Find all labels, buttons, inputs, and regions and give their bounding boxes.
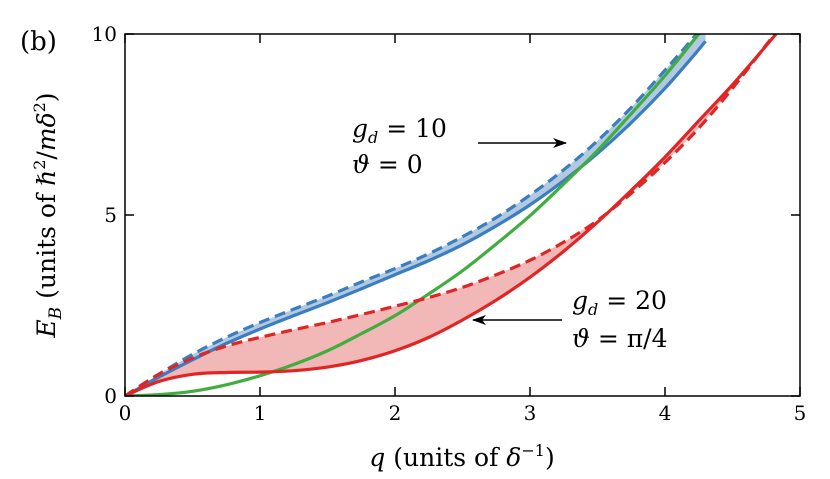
ticks-layer: 0 1 2 3 4 5 0 5 10 bbox=[92, 22, 807, 425]
series-line-0 bbox=[125, 34, 699, 396]
y-axis-title: EB (units of ℏ2/mδ2) bbox=[30, 92, 66, 338]
series-line-2 bbox=[125, 34, 701, 396]
x-tick-label: 4 bbox=[659, 401, 672, 425]
annotation-gd20: gd = 20 ϑ = π/4 bbox=[472, 286, 667, 353]
x-tick-label: 5 bbox=[794, 401, 807, 425]
y-tick-label: 10 bbox=[92, 22, 117, 46]
y-tick-label: 0 bbox=[104, 384, 117, 408]
x-tick-label: 2 bbox=[389, 401, 402, 425]
series-line-3 bbox=[125, 34, 777, 396]
panel-label: (b) bbox=[20, 27, 57, 57]
fills-layer bbox=[125, 34, 776, 396]
y-tick-label: 5 bbox=[104, 203, 117, 227]
annotation-gd10-line2: ϑ = 0 bbox=[352, 150, 423, 179]
x-tick-label: 3 bbox=[524, 401, 537, 425]
x-tick-label: 1 bbox=[254, 401, 267, 425]
annotation-gd10-line1: gd = 10 bbox=[352, 114, 447, 147]
x-axis-title: q (units of δ−1) bbox=[369, 441, 554, 472]
fill-region-1 bbox=[125, 34, 776, 396]
annotation-gd10: gd = 10 ϑ = 0 bbox=[352, 114, 567, 179]
x-tick-label: 0 bbox=[119, 401, 132, 425]
series-layer bbox=[125, 34, 779, 396]
series-line-1 bbox=[125, 40, 707, 396]
annotation-gd20-line2: ϑ = π/4 bbox=[572, 324, 667, 353]
annotation-gd20-line1: gd = 20 bbox=[572, 286, 667, 319]
series-line-4 bbox=[125, 34, 779, 396]
